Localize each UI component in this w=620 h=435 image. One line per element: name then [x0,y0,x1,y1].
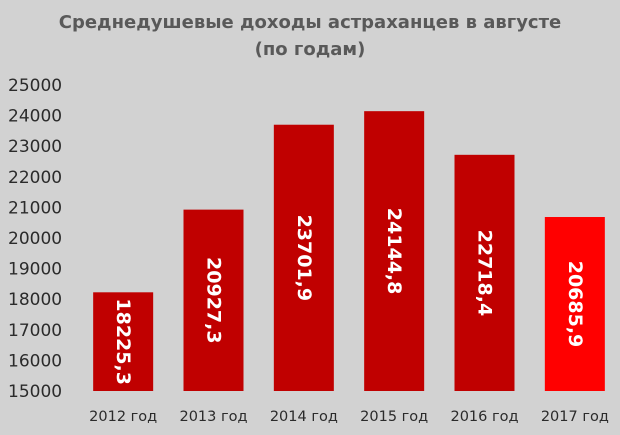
bar [93,292,154,391]
x-tick-label: 2014 год [270,409,338,425]
bar [544,217,605,391]
bar [183,209,244,391]
y-tick-label: 21000 [8,198,62,218]
bar [364,111,425,391]
chart-title: Среднедушевые доходы астраханцев в авгус… [58,12,562,33]
data-label: 20685,9 [564,261,586,348]
y-tick-label: 23000 [8,137,62,157]
x-tick-label: 2017 год [541,409,609,425]
y-tick-label: 15000 [8,382,62,402]
y-tick-label: 18000 [8,290,62,310]
x-tick-label: 2012 год [89,409,157,425]
data-label: 20927,3 [203,257,225,344]
x-tick-label: 2013 год [179,409,247,425]
data-label: 18225,3 [112,298,134,385]
y-tick-label: 16000 [8,351,62,371]
data-label: 23701,9 [293,215,315,302]
y-tick-label: 25000 [8,76,62,96]
y-tick-label: 24000 [8,107,62,127]
x-tick-label: 2015 год [360,409,428,425]
y-tick-label: 17000 [8,321,62,341]
bar [273,124,334,391]
chart-subtitle: (по годам) [254,39,366,60]
y-tick-label: 22000 [8,168,62,188]
y-tick-label: 20000 [8,229,62,249]
data-label: 24144,8 [383,208,405,295]
x-tick-label: 2016 год [450,409,518,425]
data-label: 22718,4 [474,230,496,317]
bar [454,154,515,391]
y-tick-label: 19000 [8,260,62,280]
